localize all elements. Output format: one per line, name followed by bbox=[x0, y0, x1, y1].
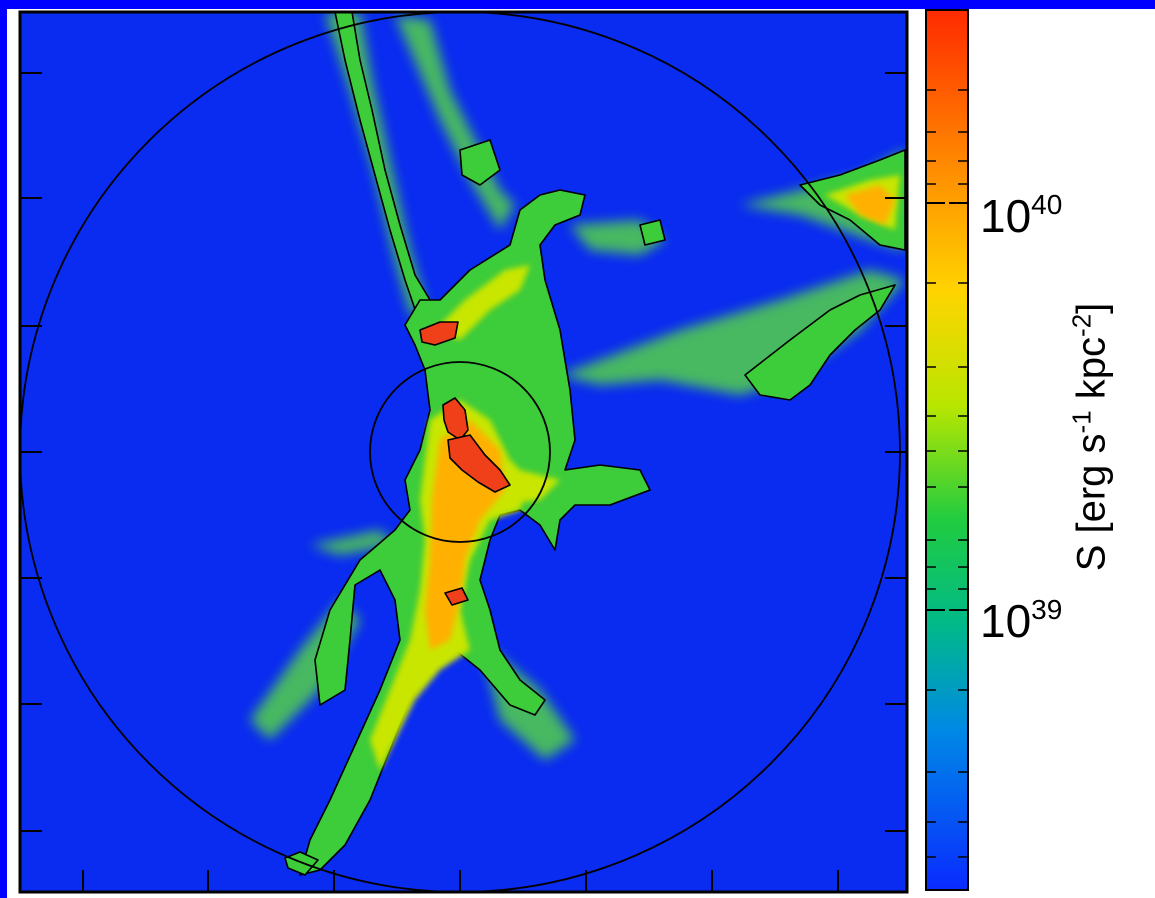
colorbar-title: S [erg s-1 kpc-2] bbox=[1066, 302, 1115, 572]
title-suffix: ] bbox=[1069, 302, 1114, 314]
tick-base: 10 bbox=[980, 595, 1032, 647]
filaments bbox=[250, 12, 906, 876]
frame-border-top bbox=[0, 0, 1155, 9]
tick-base: 10 bbox=[980, 190, 1032, 242]
colorbar-minor-ticks bbox=[926, 89, 968, 858]
title-exp2: -2 bbox=[1066, 313, 1097, 337]
tick-exponent: 39 bbox=[1031, 594, 1063, 625]
inner-circle bbox=[369, 361, 551, 543]
title-mid: kpc bbox=[1069, 336, 1114, 411]
title-exp1: -1 bbox=[1066, 410, 1097, 434]
title-prefix: S [erg s bbox=[1069, 433, 1114, 572]
colorbar bbox=[925, 9, 969, 891]
frame-border-left bbox=[0, 0, 7, 898]
colorbar-ticks bbox=[926, 202, 968, 611]
tick-exponent: 40 bbox=[1031, 189, 1063, 220]
colorbar-tick-label-1e39: 1039 bbox=[980, 595, 1062, 647]
colorbar-tick-label-1e40: 1040 bbox=[980, 190, 1062, 242]
axis-ticks bbox=[20, 72, 907, 892]
